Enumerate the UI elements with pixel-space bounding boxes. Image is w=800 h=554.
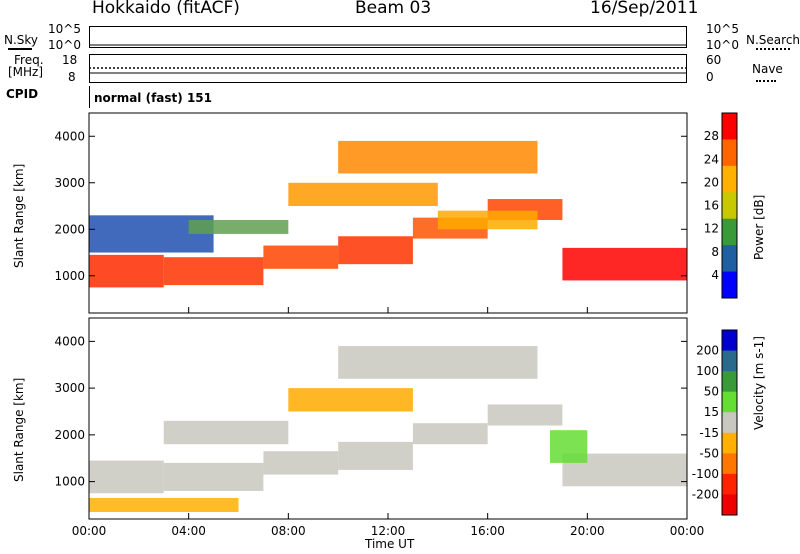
x-tick-label-3: 12:00 [371,524,406,538]
nave-legend-line [756,80,776,82]
beam-title: Beam 03 [355,0,432,18]
velocity-ylabel: Slant Range [km] [12,377,26,482]
cpid-label: CPID [6,87,39,101]
x-tick-label-2: 08:00 [271,524,306,538]
nsearch-label: N.Search [746,33,800,47]
power-colorbar-tick-0: 28 [704,129,719,143]
power-colorbar-frame [721,112,738,299]
velocity-band-5 [487,404,563,426]
velocity-colorbar-seg-2 [722,371,737,393]
velocity-colorbar-seg-7 [722,473,737,495]
velocity-colorbar-label: Velocity [m s-1] [752,336,766,430]
noise-right-tick-bottom: 10^0 [706,38,739,52]
nsky-label: N.Sky [4,33,39,47]
station-title: Hokkaido (fitACF) [92,0,240,18]
power-colorbar-seg-1 [722,139,737,167]
velocity-band-9 [288,388,413,412]
noise-left-tick-top: 10^5 [48,22,81,36]
power-ytick-label-0: 4000 [54,129,85,143]
power-band-10 [338,140,538,174]
power-colorbar-seg-5 [722,245,737,273]
velocity-colorbar-seg-0 [722,330,737,352]
velocity-colorbar-seg-4 [722,412,737,434]
x-tick-label-5: 20:00 [570,524,605,538]
velocity-band-7 [549,430,588,463]
power-colorbar-seg-4 [722,218,737,246]
velocity-colorbar-tick-3: 15 [704,405,719,419]
velocity-band-2 [263,451,339,475]
velocity-colorbar-tick-7: -200 [692,487,719,501]
power-colorbar-tick-3: 16 [704,199,719,213]
velocity-colorbar-tick-0: 200 [696,344,719,358]
velocity-band-10 [338,346,538,379]
freq-unit-label: [MHz] [8,65,44,79]
power-band-2 [263,245,339,269]
power-band-3 [338,236,413,265]
power-band-11 [437,210,538,230]
velocity-band-8 [163,420,289,445]
noise-left-tick-bottom: 10^0 [48,38,81,52]
power-colorbar-tick-1: 24 [704,152,719,166]
x-tick-label-1: 04:00 [171,524,206,538]
power-ytick-label-2: 2000 [54,222,85,236]
velocity-colorbar-seg-1 [722,350,737,372]
velocity-ytick-label-0: 4000 [54,334,85,348]
cpid-axis [89,86,90,108]
velocity-ytick-label-2: 2000 [54,428,85,442]
velocity-band-11 [89,497,239,512]
power-colorbar-tick-5: 8 [711,245,719,259]
nave-label: Nave [752,62,783,76]
velocity-ytick-label-1: 3000 [54,381,85,395]
freq-left-tick-top: 18 [62,53,78,67]
velocity-colorbar-tick-1: 100 [696,364,719,378]
x-axis-label: Time UT [365,537,415,551]
velocity-band-0 [89,460,164,494]
power-colorbar-tick-4: 12 [704,222,719,236]
power-band-6 [562,247,687,281]
freq-left-tick-bottom: 8 [68,70,76,84]
velocity-colorbar-tick-5: -50 [699,446,719,460]
velocity-colorbar-tick-2: 50 [704,385,719,399]
velocity-band-1 [163,462,264,491]
velocity-colorbar-seg-5 [722,432,737,454]
noise-right-tick-top: 10^5 [706,22,739,36]
x-tick-label-6: 00:00 [670,524,705,538]
power-colorbar-tick-6: 4 [711,268,719,282]
velocity-band-4 [412,423,488,445]
power-colorbar-seg-3 [722,192,737,220]
freq-right-tick-bottom: 0 [706,70,714,84]
power-colorbar-tick-2: 20 [704,175,719,189]
cpid-mode: normal (fast) 151 [94,91,212,105]
velocity-colorbar-tick-4: -15 [699,426,719,440]
power-colorbar-seg-2 [722,165,737,193]
x-tick-label-4: 16:00 [470,524,505,538]
power-band-8 [188,219,289,234]
freq-right-tick-top: 60 [706,53,722,67]
velocity-colorbar-seg-8 [722,494,737,516]
velocity-ytick-label-3: 1000 [54,475,85,489]
date-title: 16/Sep/2011 [590,0,699,18]
velocity-colorbar-tick-6: -100 [692,467,719,481]
velocity-colorbar-seg-3 [722,391,737,413]
velocity-band-3 [338,441,413,470]
power-band-9 [288,182,438,207]
noise-panel [89,26,687,48]
power-colorbar-label: Power [dB] [752,194,766,260]
power-ylabel: Slant Range [km] [12,163,26,268]
x-tick-label-0: 00:00 [72,524,107,538]
power-colorbar-seg-6 [722,271,737,299]
nsearch-legend-line [756,48,790,50]
power-colorbar-seg-0 [722,113,737,140]
power-ytick-label-3: 1000 [54,269,85,283]
power-band-0 [89,254,164,288]
freq-label: Freq. [14,53,44,67]
velocity-colorbar-frame [721,329,738,516]
power-band-1 [163,257,264,286]
power-ytick-label-1: 3000 [54,176,85,190]
velocity-colorbar-seg-6 [722,453,737,475]
nsky-legend-line [8,48,32,50]
